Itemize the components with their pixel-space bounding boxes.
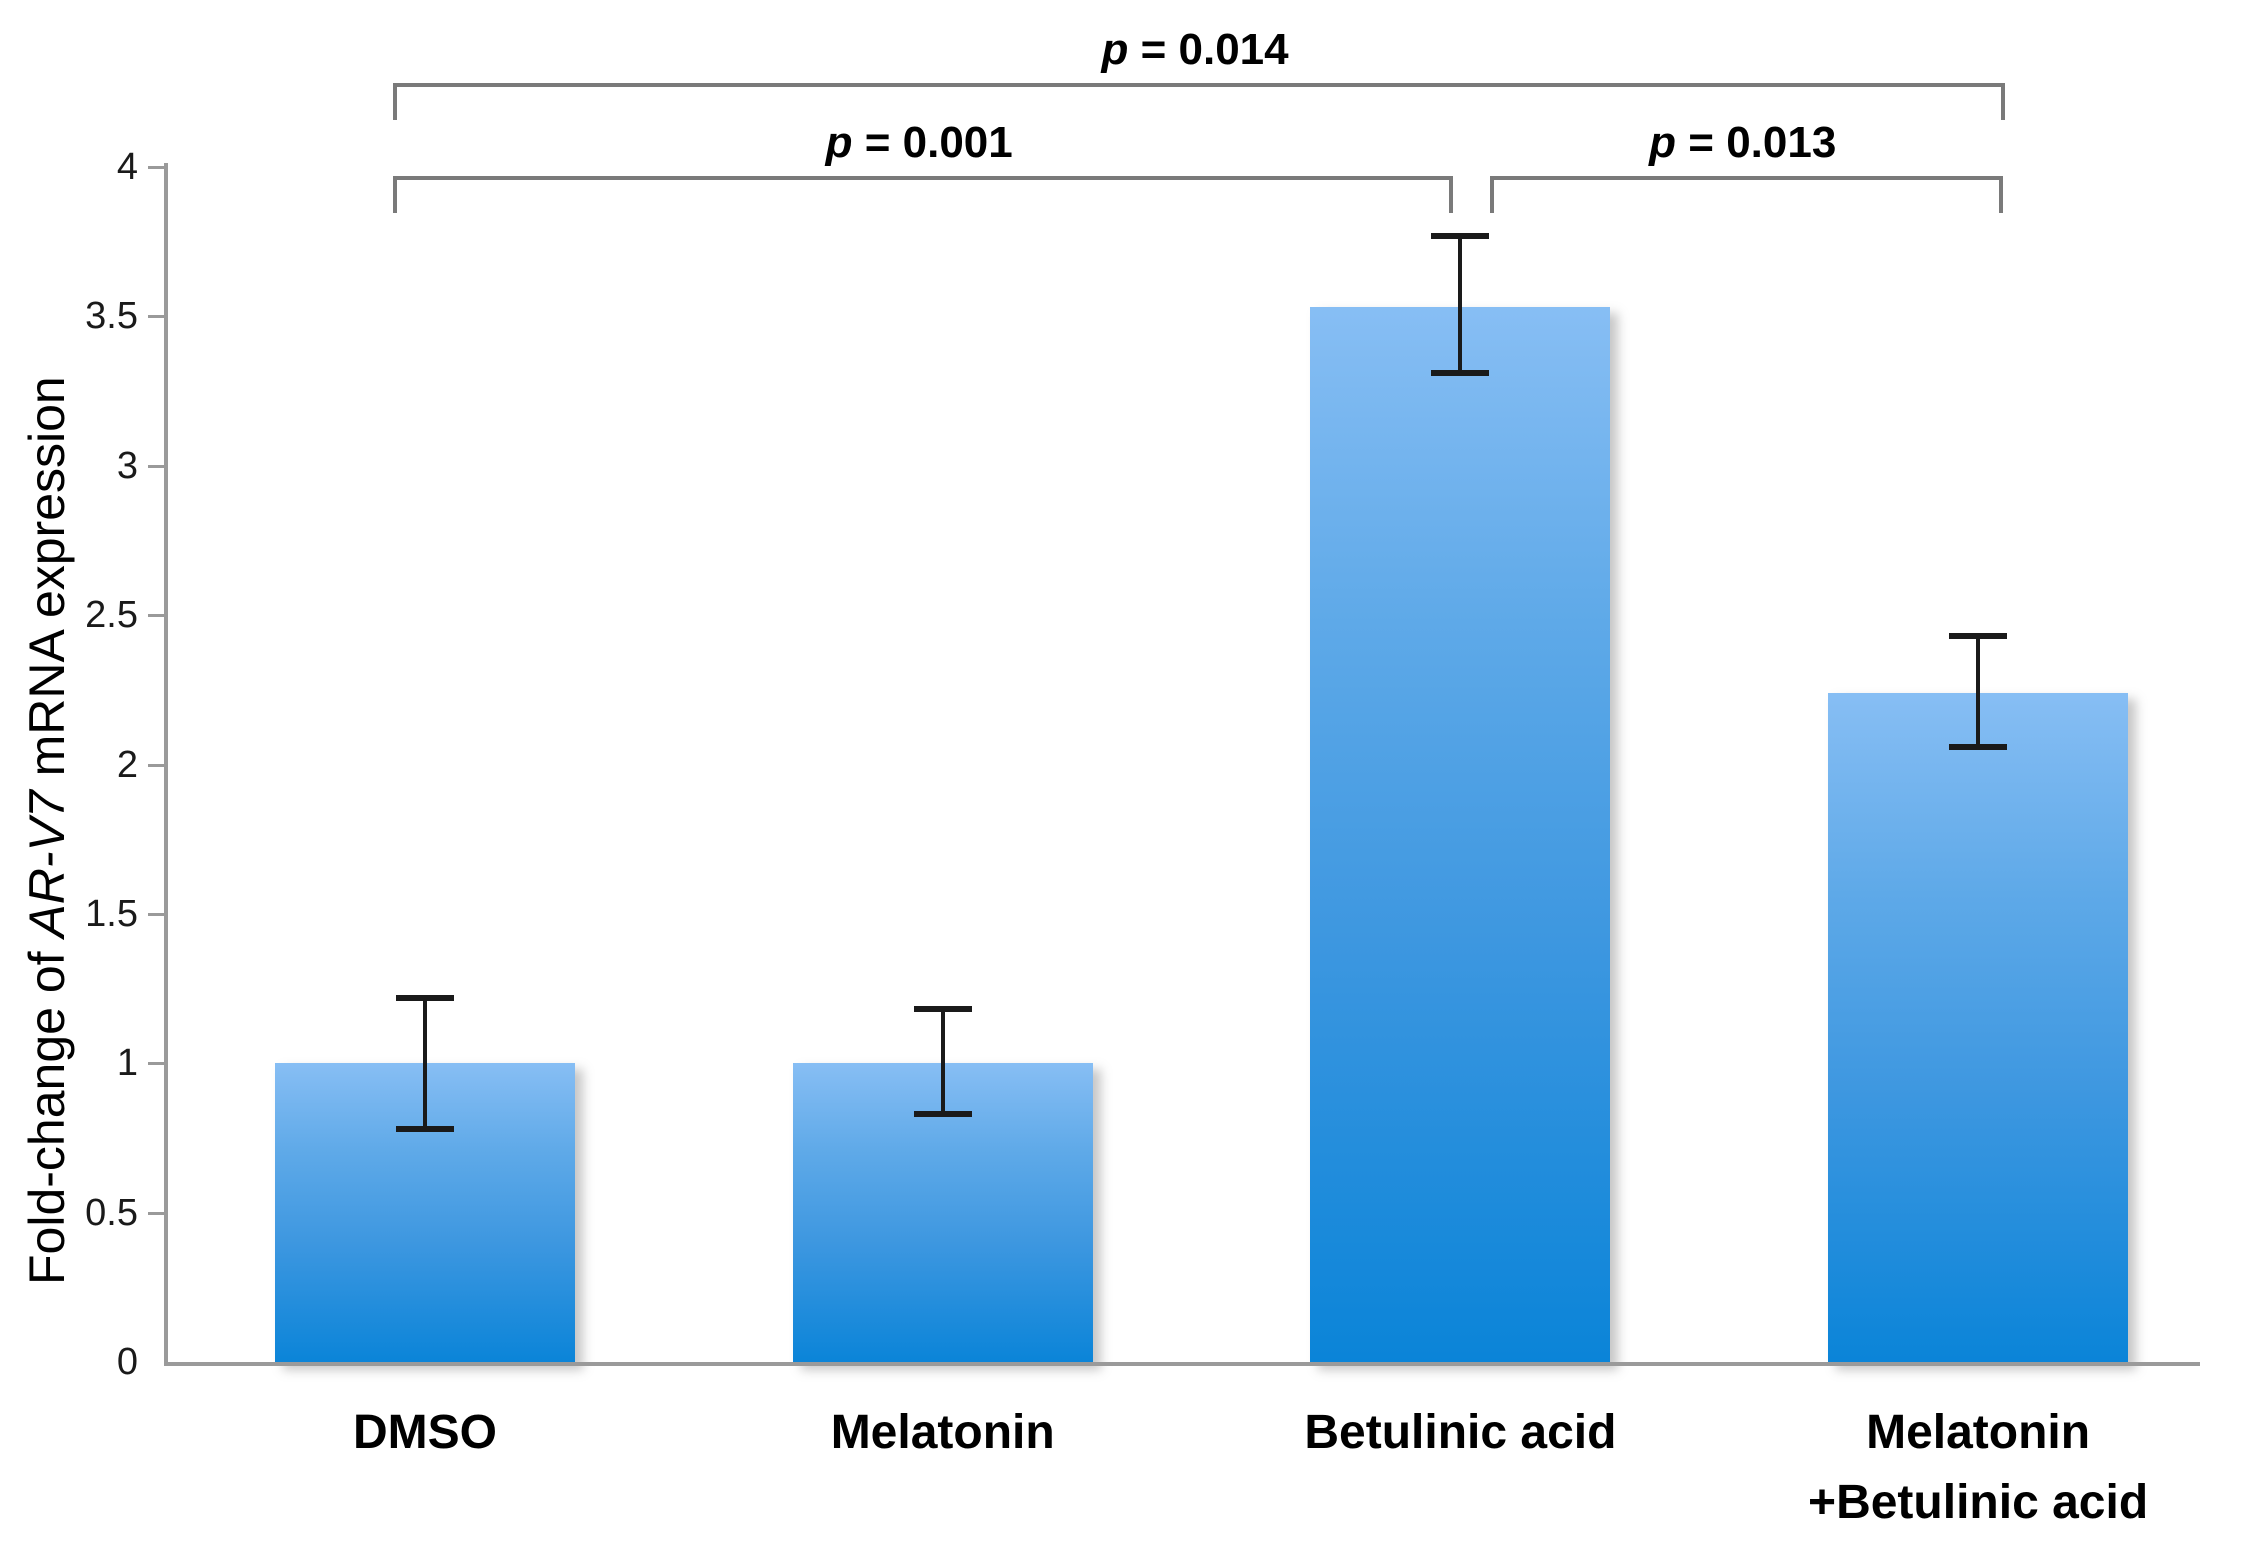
p-value-symbol: p bbox=[825, 117, 853, 167]
y-tick-label: 0 bbox=[116, 1341, 138, 1383]
y-tick-label: 4 bbox=[116, 146, 138, 188]
y-tick-label: 1 bbox=[116, 1042, 138, 1085]
y-tick-label: 2.5 bbox=[85, 594, 138, 637]
y-axis-tick bbox=[148, 614, 164, 618]
error-bar-cap-top bbox=[1431, 232, 1490, 239]
significance-label: p = 0.001 bbox=[826, 118, 1013, 168]
x-axis-line bbox=[164, 1362, 2200, 1366]
y-tick-label: 1.5 bbox=[85, 892, 138, 935]
y-axis-tick bbox=[148, 1062, 164, 1066]
category-label-line: Betulinic acid bbox=[1304, 1406, 1617, 1459]
error-bar-line bbox=[1458, 235, 1463, 374]
p-value-symbol: p bbox=[1649, 117, 1677, 167]
p-value-text: = 0.013 bbox=[1676, 117, 1837, 167]
bar-Melatonin +Betulinic acid bbox=[1828, 692, 2129, 1364]
category-label-line: Melatonin bbox=[830, 1406, 1055, 1459]
category-label-line: +Betulinic acid bbox=[1808, 1476, 2149, 1529]
y-axis-tick bbox=[148, 166, 164, 169]
error-bar-cap-bottom bbox=[1431, 370, 1490, 377]
category-label: Melatonin bbox=[831, 1398, 1055, 1468]
y-tick-label: 3 bbox=[116, 444, 138, 487]
p-value-symbol: p bbox=[1101, 25, 1129, 75]
error-bar-line bbox=[423, 997, 427, 1129]
y-axis-tick bbox=[148, 464, 164, 468]
significance-label: p = 0.014 bbox=[1101, 25, 1288, 75]
p-value-text: = 0.014 bbox=[1128, 25, 1289, 75]
significance-bracket bbox=[393, 83, 2006, 121]
y-axis-title-prefix: Fold-change of bbox=[19, 937, 75, 1285]
error-bar-cap-bottom bbox=[1949, 743, 2008, 750]
y-axis-tick bbox=[148, 1211, 164, 1215]
y-axis-tick bbox=[148, 912, 164, 916]
error-bar-line bbox=[1976, 636, 1981, 747]
y-axis-line bbox=[164, 163, 168, 1366]
y-tick-label: 0.5 bbox=[85, 1191, 138, 1234]
y-tick-label: 2 bbox=[116, 743, 138, 786]
error-bar-cap-bottom bbox=[913, 1111, 972, 1118]
y-axis-tick bbox=[148, 315, 164, 319]
y-axis-title-suffix: mRNA expression bbox=[19, 376, 75, 791]
significance-label: p = 0.013 bbox=[1649, 118, 1836, 168]
y-tick-label: 3.5 bbox=[85, 295, 138, 338]
category-label-line: DMSO bbox=[353, 1406, 497, 1459]
p-value-text: = 0.001 bbox=[852, 117, 1013, 167]
y-axis-title: Fold-change of AR-V7 mRNA expression bbox=[18, 376, 76, 1285]
significance-bracket bbox=[393, 175, 1454, 213]
category-label: Betulinic acid bbox=[1304, 1398, 1616, 1468]
error-bar-cap-bottom bbox=[396, 1125, 454, 1132]
significance-bracket bbox=[1490, 175, 2004, 213]
bar-Betulinic acid bbox=[1310, 307, 1611, 1364]
category-label: DMSO bbox=[353, 1398, 497, 1468]
y-axis-tick bbox=[148, 763, 164, 767]
category-label: Melatonin +Betulinic acid bbox=[1808, 1398, 2148, 1538]
error-bar-cap-top bbox=[396, 994, 454, 1001]
category-label-line: Melatonin bbox=[1866, 1406, 2091, 1459]
error-bar-line bbox=[940, 1009, 945, 1115]
error-bar-cap-top bbox=[913, 1006, 972, 1013]
error-bar-cap-top bbox=[1949, 633, 2008, 640]
